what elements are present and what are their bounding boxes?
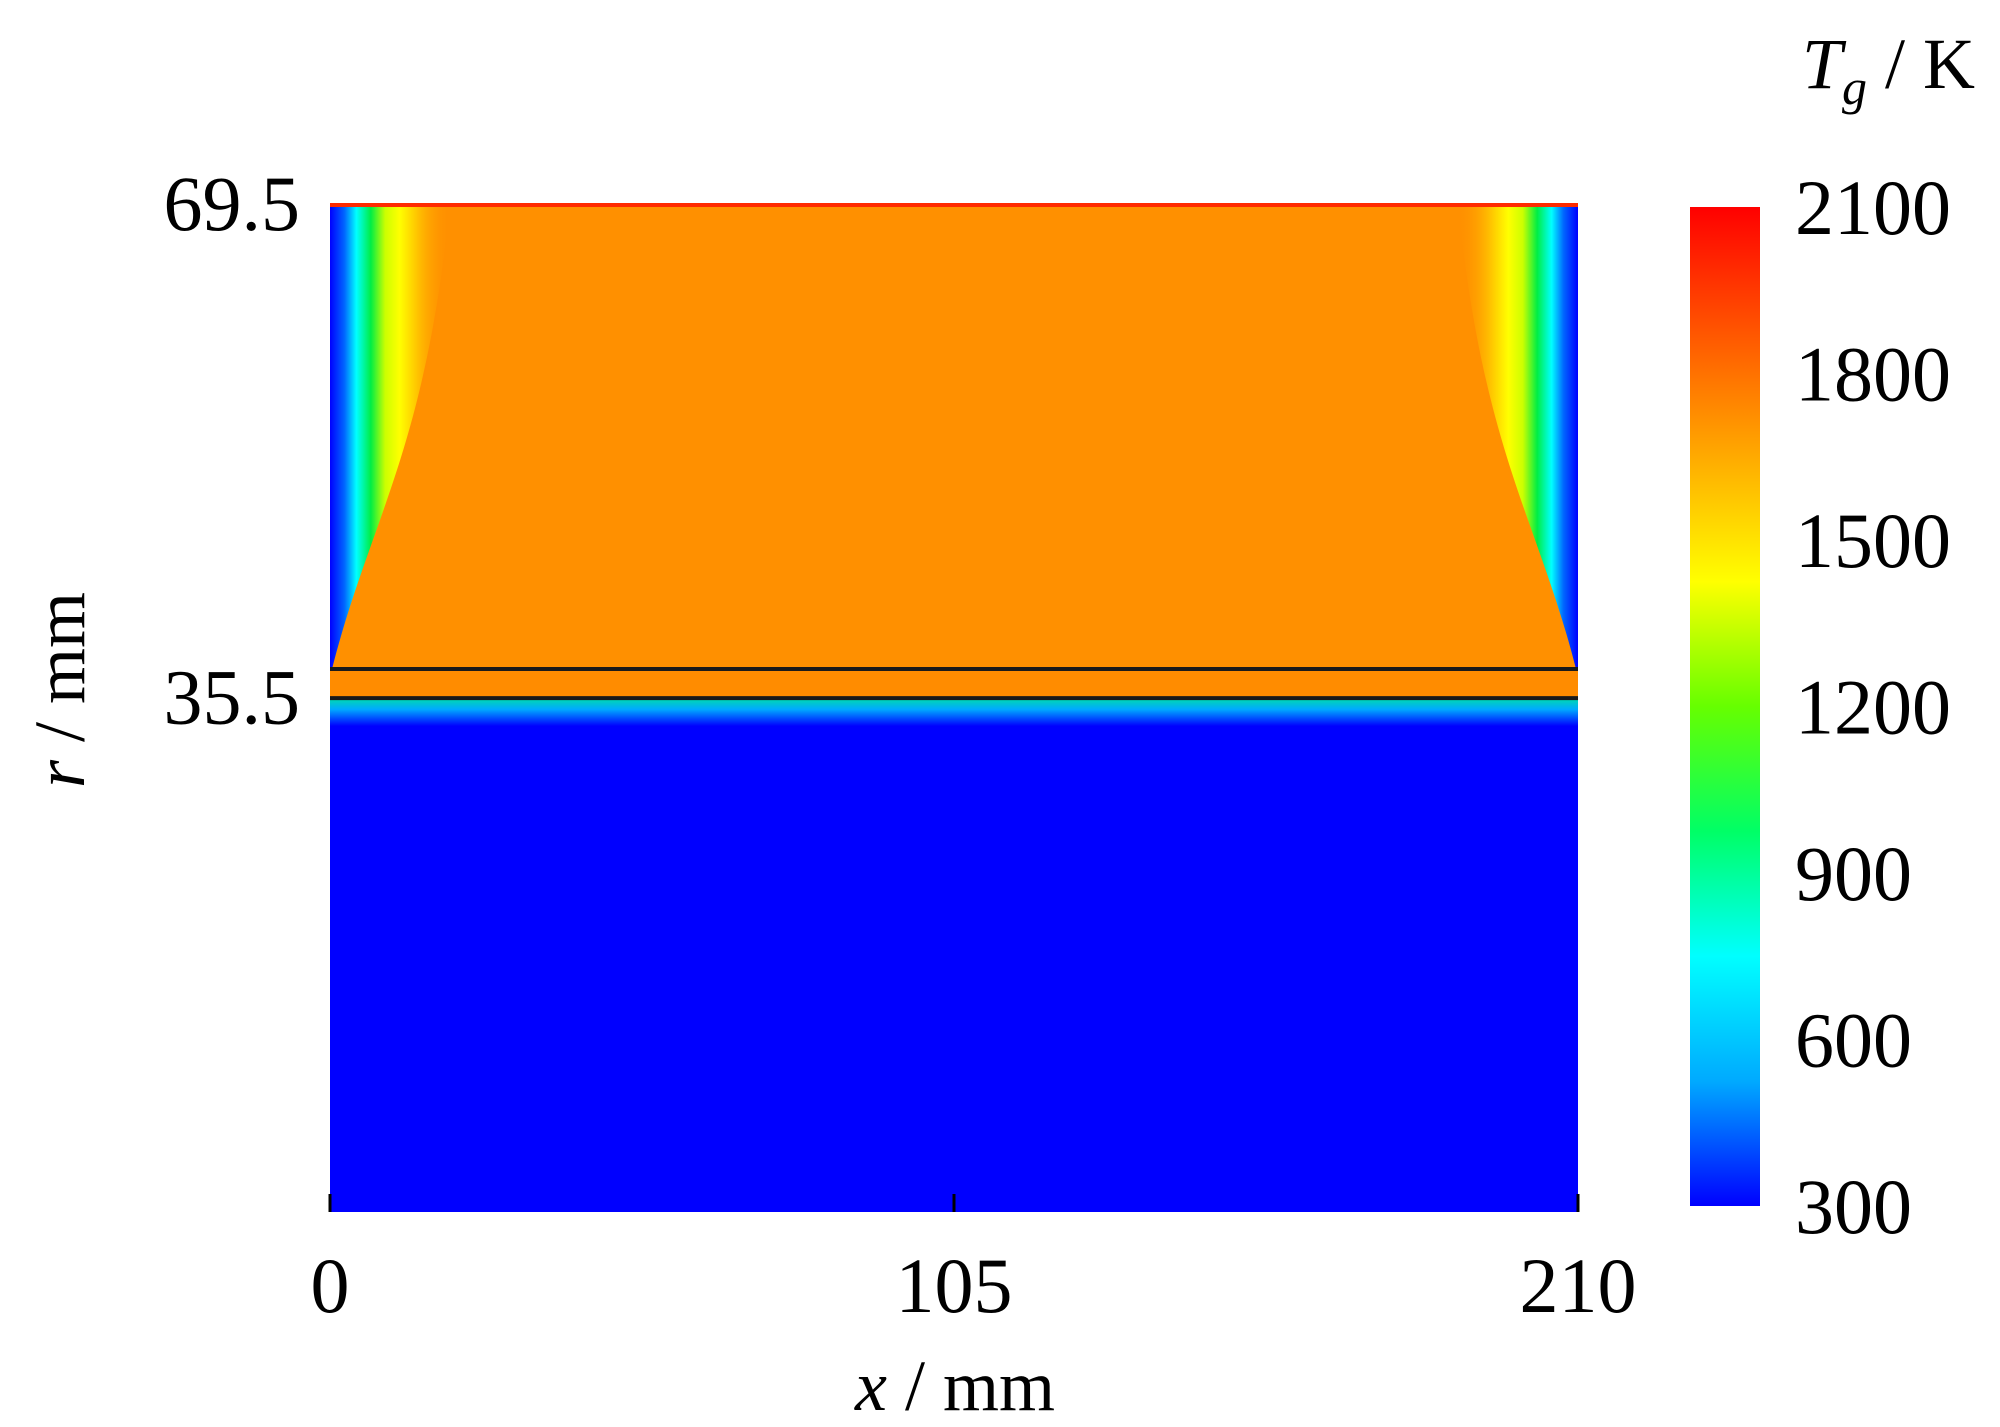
x-axis-label: x / mm xyxy=(854,1346,1055,1426)
upper-hot-region xyxy=(330,203,1578,670)
y-axis-sep: / xyxy=(20,704,100,760)
colorbar-tick-label: 2100 xyxy=(1795,164,1951,251)
left-wall-cooling-band xyxy=(330,203,450,670)
colorbar-ticks: 300 600 900 1200 1500 1800 2100 xyxy=(1795,164,1951,1250)
y-axis-unit: mm xyxy=(20,592,100,704)
colorbar-var: T xyxy=(1802,24,1847,104)
x-axis-ticks: 0 105 210 xyxy=(311,1194,1637,1329)
colorbar-tick-label: 300 xyxy=(1795,1163,1912,1250)
y-axis-label: r / mm xyxy=(20,592,100,788)
middle-hot-band xyxy=(330,669,1578,699)
x-axis-sep: / xyxy=(887,1346,943,1426)
lower-transition-layer xyxy=(330,698,1578,727)
colorbar-tick-label: 1500 xyxy=(1795,497,1951,584)
colorbar: 300 600 900 1200 1500 1800 2100 Tg / K xyxy=(1690,24,1975,1250)
colorbar-tick-label: 900 xyxy=(1795,830,1912,917)
colorbar-tick-label: 600 xyxy=(1795,997,1912,1084)
temperature-field xyxy=(330,203,1578,1212)
colorbar-tick-label: 1800 xyxy=(1795,331,1951,418)
colorbar-gradient xyxy=(1690,207,1760,1206)
right-wall-cooling-band xyxy=(1458,203,1578,670)
y-tick-label: 35.5 xyxy=(164,654,301,741)
x-tick-label: 0 xyxy=(311,1242,350,1329)
x-tick-label: 210 xyxy=(1520,1242,1637,1329)
top-wall-edge xyxy=(330,203,1578,207)
x-tick-label: 105 xyxy=(896,1242,1013,1329)
colorbar-unit: K xyxy=(1923,24,1975,104)
y-axis-ticks: 35.5 69.5 xyxy=(164,160,301,741)
x-axis-var: x xyxy=(854,1346,887,1426)
y-tick-label: 69.5 xyxy=(164,160,301,247)
lower-cold-region xyxy=(330,698,1578,1212)
colorbar-sub: g xyxy=(1842,59,1867,115)
y-axis-var: r xyxy=(20,759,100,788)
colorbar-title: Tg / K xyxy=(1802,24,1975,115)
colorbar-tick-label: 1200 xyxy=(1795,664,1951,751)
x-axis-unit: mm xyxy=(943,1346,1055,1426)
colorbar-sep: / xyxy=(1867,24,1923,104)
